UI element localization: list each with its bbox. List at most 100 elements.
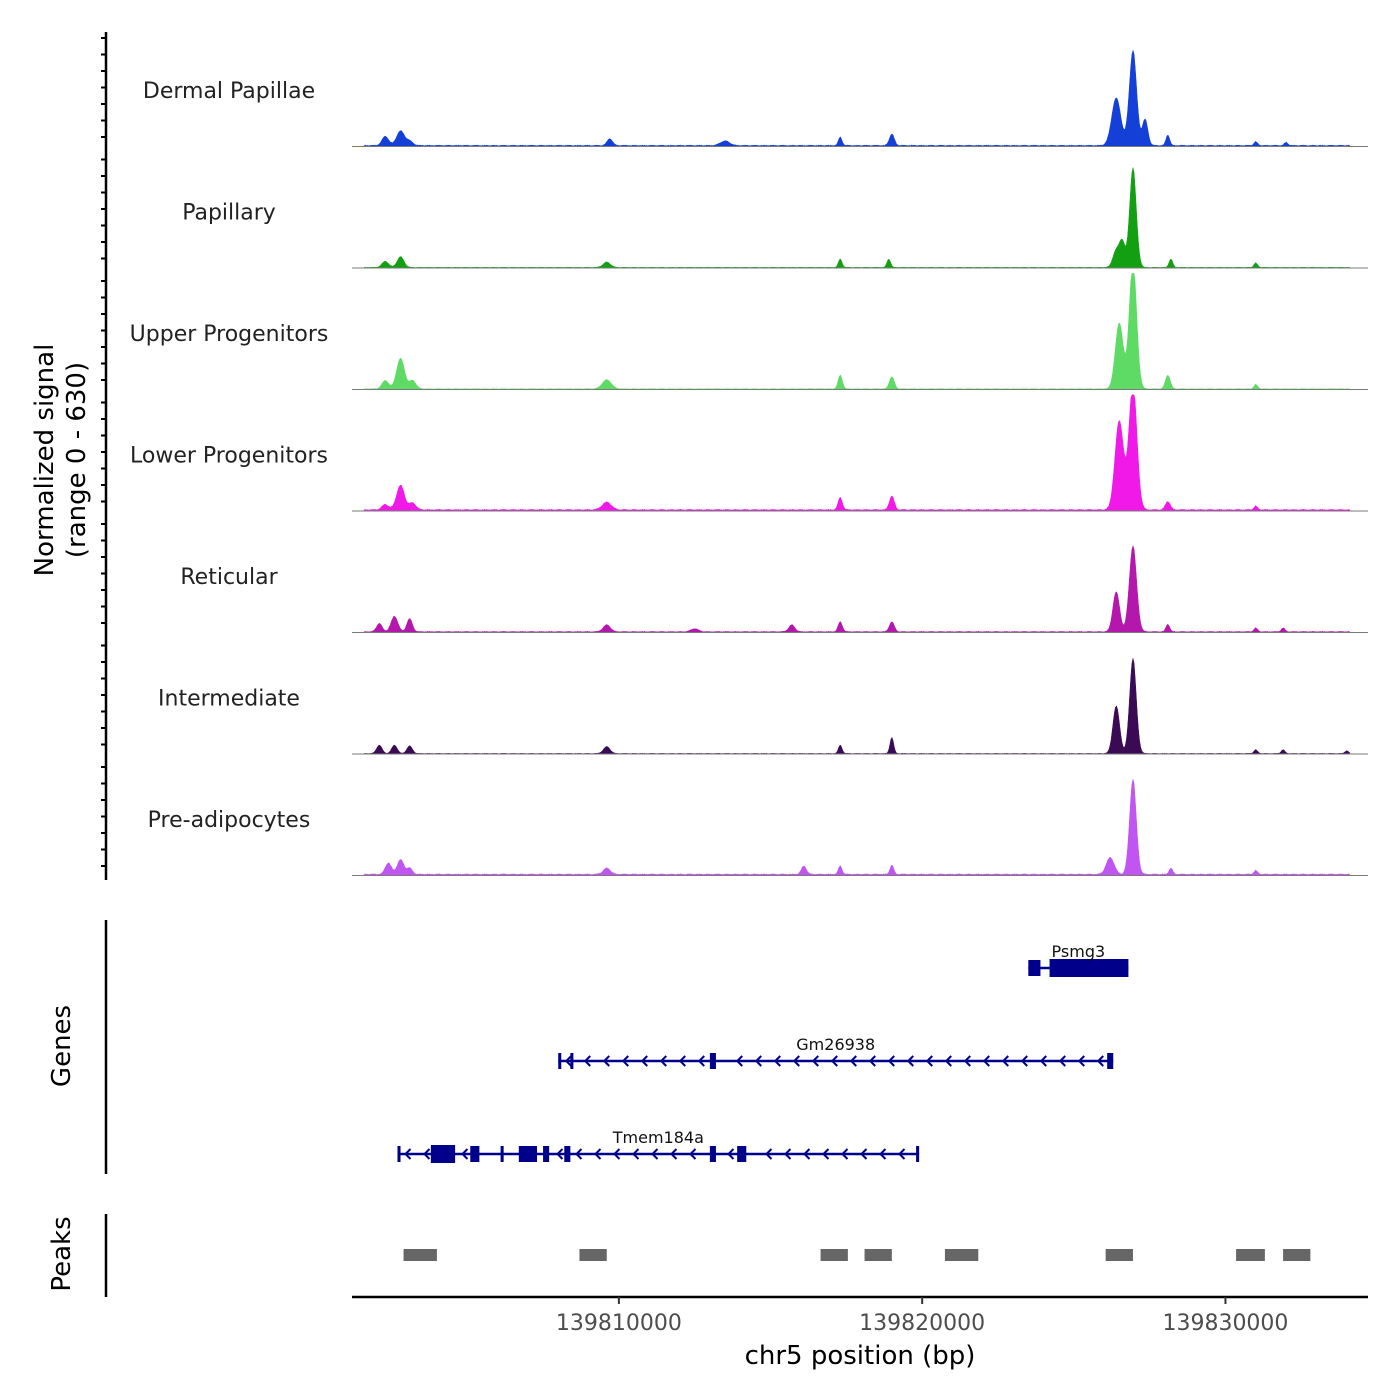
gene-exon xyxy=(397,1146,401,1162)
strand-arrow xyxy=(773,1055,781,1067)
y-axis-label: Normalized signal (range 0 - 630) xyxy=(30,344,92,577)
track-label: Intermediate xyxy=(158,687,300,712)
gene-psmg3: Psmg3 xyxy=(1028,942,1129,977)
track-label: Dermal Papillae xyxy=(143,79,315,104)
strand-arrow xyxy=(811,1055,819,1067)
gene-gm26938: Gm26938 xyxy=(558,1035,1114,1069)
strand-arrow xyxy=(887,1055,895,1067)
peak-region xyxy=(403,1249,437,1261)
gene-exon xyxy=(916,1146,920,1162)
strand-arrow xyxy=(621,1055,629,1067)
gene-exon xyxy=(430,1145,456,1163)
strand-arrow xyxy=(423,1148,431,1160)
strand-arrow xyxy=(735,1055,743,1067)
strand-arrow xyxy=(830,1055,838,1067)
gene-exon xyxy=(1028,960,1041,976)
gene-exon xyxy=(470,1146,480,1162)
coverage-area xyxy=(363,273,1351,390)
strand-arrow xyxy=(678,1055,686,1067)
strand-arrow xyxy=(697,1055,705,1067)
y-axis-label-line-2: (range 0 - 630) xyxy=(62,362,92,558)
coverage-area xyxy=(363,779,1351,876)
track-label: Papillary xyxy=(182,201,276,226)
track-dermal-papillae: Dermal Papillae xyxy=(143,49,1368,147)
strand-arrow xyxy=(575,1148,583,1160)
coverage-area xyxy=(363,658,1351,755)
x-axis-label: chr5 position (bp) xyxy=(745,1341,976,1371)
strand-arrow xyxy=(1020,1055,1028,1067)
track-label: Upper Progenitors xyxy=(130,322,329,347)
strand-arrow xyxy=(1001,1055,1009,1067)
strand-arrow xyxy=(602,1055,610,1067)
x-tick-label: 139820000 xyxy=(859,1311,985,1336)
strand-arrow xyxy=(925,1055,933,1067)
strand-arrow xyxy=(868,1055,876,1067)
genes-track-label: Genes xyxy=(47,1005,77,1087)
strand-arrow xyxy=(1039,1055,1047,1067)
strand-arrow xyxy=(670,1148,678,1160)
strand-arrow xyxy=(784,1148,792,1160)
coverage-tracks: Dermal Papillae Papillary Upper Progenitor… xyxy=(101,32,1368,880)
strand-arrow xyxy=(982,1055,990,1067)
x-tick-label: 139810000 xyxy=(556,1311,682,1336)
strand-arrow xyxy=(1077,1055,1085,1067)
strand-arrow xyxy=(879,1148,887,1160)
gene-exon xyxy=(737,1146,747,1162)
strand-arrow xyxy=(792,1055,800,1067)
strand-arrow xyxy=(727,1148,735,1160)
peak-region xyxy=(579,1249,607,1261)
strand-arrow xyxy=(754,1055,762,1067)
strand-arrow xyxy=(564,1055,572,1067)
gene-tmem184a: Tmem184a xyxy=(397,1128,920,1163)
track-pre-adipocytes: Pre-adipocytes xyxy=(148,779,1368,876)
y-axis-label-line-1: Normalized signal xyxy=(30,344,60,577)
strand-arrow xyxy=(822,1148,830,1160)
gene-annotation-track: Psmg3 Gm26938 Tmem184a xyxy=(104,920,1129,1174)
strand-arrow xyxy=(404,1148,412,1160)
track-papillary: Papillary xyxy=(182,167,1368,269)
strand-arrow xyxy=(765,1148,773,1160)
x-tick-label: 139830000 xyxy=(1162,1311,1288,1336)
strand-arrow xyxy=(860,1148,868,1160)
peak-region-track xyxy=(104,1214,1311,1297)
track-label: Pre-adipocytes xyxy=(148,808,311,833)
strand-arrow xyxy=(963,1055,971,1067)
peaks-track-label: Peaks xyxy=(47,1216,77,1291)
strand-arrow xyxy=(461,1148,469,1160)
strand-arrow xyxy=(659,1055,667,1067)
strand-arrow xyxy=(583,1055,591,1067)
strand-arrow xyxy=(689,1148,697,1160)
peak-region xyxy=(820,1249,848,1261)
gene-exon xyxy=(518,1146,538,1162)
peak-region xyxy=(864,1249,892,1261)
track-lower-progenitors: Lower Progenitors xyxy=(130,394,1368,512)
strand-arrow xyxy=(849,1055,857,1067)
coverage-area xyxy=(363,544,1351,633)
gene-exon xyxy=(709,1146,716,1162)
y-axis-ticks xyxy=(101,32,108,880)
strand-arrow xyxy=(640,1055,648,1067)
strand-arrow xyxy=(632,1148,640,1160)
peak-region xyxy=(1236,1249,1265,1261)
gene-exon xyxy=(1107,1053,1114,1069)
strand-arrow xyxy=(594,1148,602,1160)
gene-exon xyxy=(709,1053,716,1069)
gene-name: Tmem184a xyxy=(612,1128,704,1147)
track-reticular: Reticular xyxy=(180,544,1368,633)
peak-region xyxy=(1283,1249,1311,1261)
gene-exon xyxy=(543,1146,550,1162)
peak-region xyxy=(944,1249,979,1261)
strand-arrow xyxy=(906,1055,914,1067)
gene-exon xyxy=(570,1053,574,1069)
gene-exon xyxy=(564,1146,571,1162)
gene-name: Psmg3 xyxy=(1052,942,1106,961)
strand-arrow xyxy=(898,1148,906,1160)
coverage-area xyxy=(363,167,1351,269)
coverage-area xyxy=(363,49,1351,147)
peak-region xyxy=(1105,1249,1133,1261)
strand-arrow xyxy=(651,1148,659,1160)
gene-exon xyxy=(1049,959,1129,977)
gene-exon xyxy=(500,1146,504,1162)
track-intermediate: Intermediate xyxy=(158,658,1368,755)
